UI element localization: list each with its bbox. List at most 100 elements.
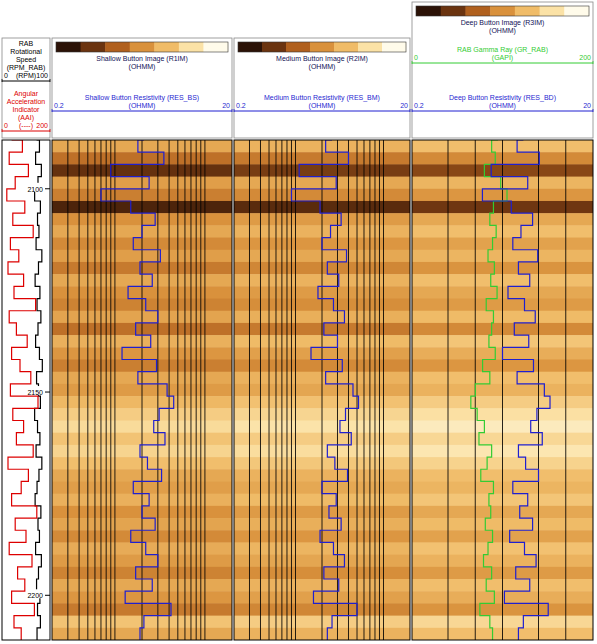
grid-line	[94, 140, 95, 640]
series-unit: (GAPI)	[492, 54, 513, 62]
colorbar-cell	[179, 42, 204, 52]
scale-label: 20	[222, 102, 230, 109]
grid-line	[383, 140, 384, 640]
scale-rule	[412, 111, 593, 112]
grid-line	[177, 140, 178, 640]
series-title: RABRotationalSpeed(RPM_RAB)	[7, 40, 46, 72]
colorbar-cell	[262, 42, 287, 52]
log-curve	[291, 140, 358, 640]
scale-label: 0.2	[236, 102, 246, 109]
series-title: Medium Button Resistivity (RES_BM)	[264, 94, 380, 102]
depth-tick	[45, 392, 50, 393]
series-title-line: (RPM_RAB)	[7, 64, 46, 72]
plots	[2, 140, 593, 642]
colorbar-frame	[56, 42, 228, 52]
grid-line	[200, 140, 201, 640]
log-curve	[471, 140, 507, 640]
grid-line	[269, 140, 270, 640]
series-unit: (----)	[19, 122, 33, 130]
grid-line	[249, 140, 250, 640]
grid-line	[379, 140, 380, 640]
track-frame	[52, 140, 232, 640]
grid-line	[337, 140, 338, 640]
track-frame	[412, 140, 593, 640]
grid-line	[204, 140, 205, 640]
scale-label: 20	[400, 102, 408, 109]
log-curve	[482, 140, 550, 640]
image-title-line: Shallow Button Image (R1IM)	[96, 55, 187, 63]
colorbar-cell	[238, 42, 263, 52]
track-plot	[2, 140, 50, 640]
scale-rule	[2, 131, 50, 132]
grid-line	[275, 140, 276, 640]
scale-label: 0	[414, 54, 418, 61]
depth-axis: 210021502200	[26, 183, 50, 600]
header-box	[52, 38, 232, 138]
colorbar-cell	[334, 42, 359, 52]
grid-line	[110, 140, 111, 640]
depth-label: 2100	[27, 186, 43, 193]
colorbar-frame	[416, 6, 589, 16]
image-unit: (OHMM)	[129, 63, 156, 71]
series-title: AngularAccelerationIndicator(AAI)	[7, 90, 46, 122]
colorbar-cell	[441, 6, 466, 16]
grid-line	[106, 140, 107, 640]
grid-line	[114, 140, 115, 640]
scale-label: 20	[583, 102, 591, 109]
grid-line	[448, 140, 449, 640]
grid-line	[374, 140, 375, 640]
track-background	[2, 140, 50, 640]
track-plot	[52, 140, 232, 640]
image-title: Shallow Button Image (R1IM)	[96, 55, 187, 63]
log-curve	[101, 140, 174, 640]
series-title-line: Angular	[14, 90, 39, 98]
grid-line	[87, 140, 88, 640]
colorbar-cell	[515, 6, 540, 16]
grid-line	[196, 140, 197, 640]
grid-line	[322, 140, 323, 640]
scale-label: 200	[36, 122, 48, 129]
colorbar-frame	[238, 42, 406, 52]
grid-line	[291, 140, 292, 640]
scale-label: 0.2	[414, 102, 424, 109]
colorbar-cell	[130, 42, 155, 52]
track-background	[234, 140, 410, 640]
colorbar-cell	[382, 42, 407, 52]
scale-rule	[412, 63, 593, 64]
chart-root: RABRotationalSpeed(RPM_RAB)(RPM)0100Angu…	[0, 0, 597, 644]
header-box	[2, 38, 50, 138]
scale-rule	[2, 81, 50, 82]
series-title-line: Acceleration	[7, 98, 46, 105]
track-frame	[234, 140, 410, 640]
grid-line	[295, 140, 296, 640]
colorbar-cell	[203, 42, 228, 52]
grid-line	[357, 140, 358, 640]
series-title-line: RAB Gamma Ray (GR_RAB)	[457, 46, 548, 54]
series-title-line: RAB	[19, 40, 34, 47]
grid-line	[363, 140, 364, 640]
depth-label-bg	[26, 589, 44, 598]
colorbar-cell	[490, 6, 515, 16]
header-box	[412, 2, 593, 138]
image-unit: (OHMM)	[309, 63, 336, 71]
series-title: Deep Button Resistivity (RES_BD)	[449, 94, 556, 102]
depth-tick	[45, 188, 50, 189]
image-unit: (OHMM)	[489, 27, 516, 35]
colorbar-cell	[81, 42, 106, 52]
grid-line	[538, 140, 539, 640]
series-unit: (RPM)	[16, 72, 36, 80]
colorbar-cell	[358, 42, 383, 52]
series-title-line: Indicator	[13, 106, 41, 113]
colorbar-cell	[105, 42, 130, 52]
series-title: RAB Gamma Ray (GR_RAB)	[457, 46, 548, 54]
grid-line	[565, 140, 566, 640]
grid-line	[190, 140, 191, 640]
series-title-line: Medium Button Resistivity (RES_BM)	[264, 94, 380, 102]
image-title: Deep Button Image (R3IM)	[461, 19, 545, 27]
colorbar-cell	[56, 42, 81, 52]
colorbar-cell	[310, 42, 335, 52]
grid-line	[100, 140, 101, 640]
colorbar-cell	[416, 6, 441, 16]
depth-label-bg	[26, 183, 44, 192]
track-background	[412, 140, 593, 640]
